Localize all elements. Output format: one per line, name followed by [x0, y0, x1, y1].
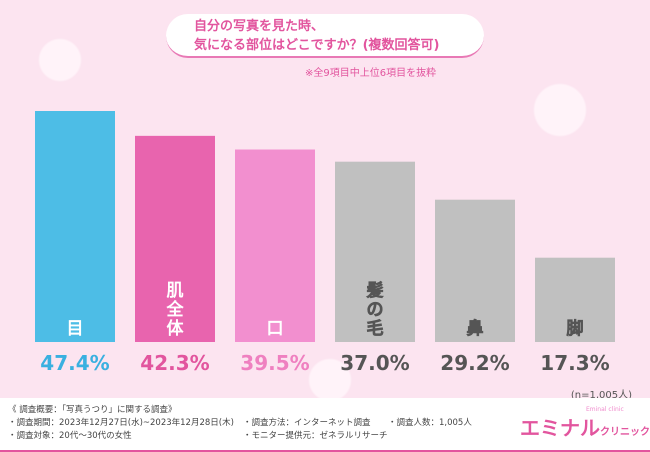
survey-count: ・調査人数：1,005人: [388, 418, 472, 428]
bar-5: [435, 199, 515, 342]
bar-1: [35, 111, 115, 342]
category-label-5: 鼻: [467, 318, 484, 339]
logo: エミナルクリニック Eminal clinic: [520, 406, 650, 440]
chart-subtitle: ※全9項目中上位6項目を抜粋: [305, 68, 437, 79]
value-label-6: 17.3%: [540, 351, 609, 375]
bar-3: [235, 149, 315, 342]
footer: 《 調査概要：「写真うつり」に関する調査》 ・調査期間：2023年12月27日(…: [0, 398, 650, 452]
bar-2: [135, 135, 215, 342]
category-label-3: 口: [267, 319, 284, 339]
value-label-1: 47.4%: [40, 351, 109, 375]
bar-6: [535, 257, 615, 342]
sample-size: (n=1,005人): [570, 390, 632, 401]
title-line-1: 自分の写真を見た時、: [194, 19, 325, 34]
title-line-2: 気になる部位はどこですか？(複数回答可): [194, 38, 440, 53]
category-label-4: 髪の毛: [366, 280, 384, 339]
value-label-2: 42.3%: [140, 351, 209, 375]
survey-provider: ・モニター提供元：ゼネラルリサーチ: [243, 431, 388, 441]
value-label-4: 37.0%: [340, 351, 409, 375]
category-label-6: 脚: [567, 318, 584, 339]
bar-4: [335, 161, 415, 342]
survey-method: ・調査方法：インターネット調査: [243, 418, 371, 428]
value-label-5: 29.2%: [440, 351, 509, 375]
category-label-1: 目: [67, 319, 84, 339]
category-label-2: 肌全体: [166, 281, 185, 339]
survey-target: ・調査対象：20代～30代の女性: [8, 431, 132, 441]
bar-chart: 目 47.4% 肌全体 42.3% 口 39.5% 髪の毛 37.0% 鼻 29.2% 脚 17.3%: [35, 111, 615, 375]
value-label-3: 39.5%: [240, 351, 309, 375]
survey-period: ・調査期間：2023年12月27日(水)~2023年12月28日(木): [8, 418, 234, 428]
survey-summary: 《 調査概要：「写真うつり」に関する調査》: [8, 405, 177, 415]
chart-title: 自分の写真を見た時、 気になる部位はどこですか？(複数回答可): [166, 14, 484, 58]
